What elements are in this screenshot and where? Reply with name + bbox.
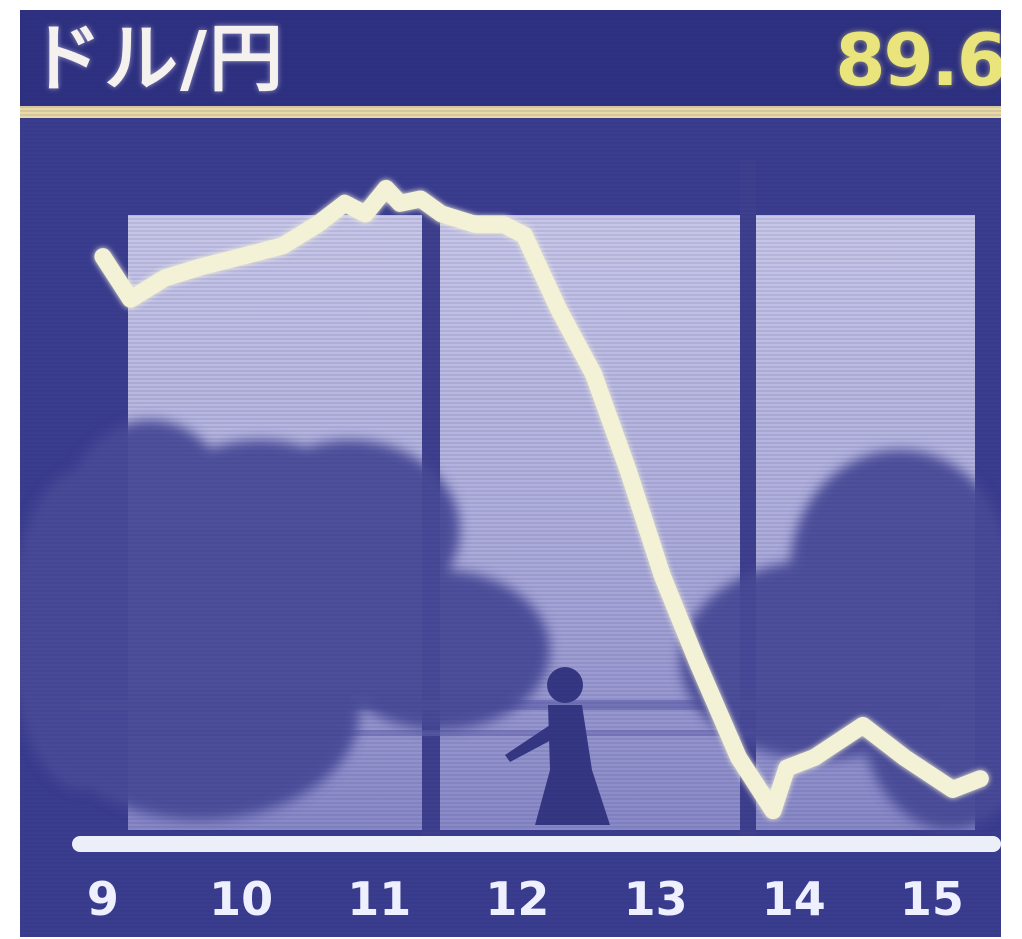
x-tick-label-10: 10 — [209, 872, 273, 926]
rate-line — [94, 179, 989, 820]
x-axis-tick-labels: 9 10 11 12 13 14 15 — [87, 872, 964, 926]
currency-pair-title: ドル/円 — [28, 16, 286, 102]
x-tick-label-12: 12 — [485, 872, 549, 926]
x-tick-label-15: 15 — [900, 872, 964, 926]
exchange-rate-board: ドル/円 89.6 9 10 11 12 13 14 15 — [20, 10, 1001, 937]
x-tick-label-11: 11 — [347, 872, 411, 926]
current-rate-value: 89.6 — [835, 18, 1001, 102]
scanline-texture — [20, 10, 1001, 937]
x-tick-label-14: 14 — [762, 872, 826, 926]
photo-frame: ドル/円 89.6 9 10 11 12 13 14 15 — [20, 10, 1001, 937]
x-tick-label-13: 13 — [624, 872, 688, 926]
x-tick-label-9: 9 — [87, 872, 119, 926]
x-axis-baseline — [72, 836, 1001, 852]
